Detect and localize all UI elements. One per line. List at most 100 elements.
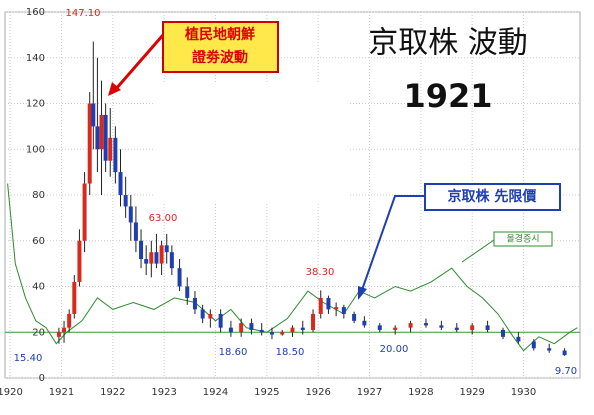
x-tick-label: 1930 [511,387,536,398]
candle-body [118,172,123,195]
candle-body [318,297,323,314]
candle-body [185,286,190,298]
candle-body [108,137,113,161]
x-tick-label: 1922 [100,387,125,398]
candle-body [423,323,428,326]
annotation: 18.60 [219,347,248,358]
y-tick-label: 60 [32,236,45,247]
candle-body [547,348,552,351]
candle-body [95,126,100,150]
x-tick-label: 1923 [151,387,176,398]
candle-body [77,240,82,282]
candle-body [228,327,233,333]
candle-body [56,332,61,337]
y-tick-label: 20 [32,327,45,338]
candle-body [169,252,174,269]
legend-pointer [461,239,495,263]
candle-body [113,137,118,173]
candle-body [269,332,274,335]
candle-body [177,268,182,287]
candle-body [139,240,144,260]
candle-body [470,325,475,330]
candle-body [311,313,316,330]
candle-body [123,195,128,207]
candle-body [259,329,264,333]
candle-body [485,325,490,330]
arrow [113,34,165,91]
candle-body [62,327,67,333]
y-tick-label: 100 [26,144,45,155]
candle-body [164,245,169,253]
y-tick-label: 160 [26,7,45,18]
candle-body [154,252,159,264]
candle-body [362,320,367,326]
candle-body [290,327,295,333]
candle-body [239,323,244,333]
candle-body [393,327,398,330]
candle-body [208,313,213,319]
arrowhead [108,82,121,96]
annotation: 9.70 [555,366,577,377]
candle-body [249,323,254,330]
x-tick-label: 1920 [0,387,23,398]
box-label: 證劵波動 [192,49,248,66]
candle-body [72,281,77,314]
candle-body [334,307,339,310]
candle-body [408,323,413,328]
candle-body [192,297,197,310]
legend-box [493,231,553,247]
arrow [361,195,425,291]
candle-body [516,336,521,342]
candle-body [500,329,505,337]
candle-body [144,259,149,264]
comparison-line [7,183,578,352]
candle-body [454,327,459,330]
candle-body [87,103,92,184]
candle-body [531,341,536,349]
candle-body [352,313,357,321]
blank-box [155,84,348,202]
candle-body [341,307,346,314]
x-tick-label: 1924 [203,387,228,398]
x-tick-label: 1927 [357,387,382,398]
chart-subtitle: 1921 [403,77,492,115]
x-tick-label: 1921 [49,387,74,398]
candle-body [300,327,305,330]
x-tick-label: 1925 [254,387,279,398]
annotation: 147.10 [66,8,101,19]
y-tick-label: 80 [32,190,45,201]
candle-body [91,103,96,127]
y-tick-label: 140 [26,53,45,64]
candle-body [99,114,104,150]
series-label: 京取株 先限價 [448,188,538,205]
candle-body [67,313,72,328]
candle-body [562,350,567,356]
annotation: 38.30 [306,267,335,278]
chart-title: 京取株 波動 [368,26,528,61]
x-tick-label: 1929 [459,387,484,398]
candle-body [103,114,108,161]
legend-label: 올경증시 [506,233,539,245]
candle-body [149,252,154,264]
annotation: 20.00 [380,344,409,355]
x-tick-label: 1928 [408,387,433,398]
candle-body [377,325,382,330]
y-tick-label: 0 [39,373,45,384]
candle-body [82,183,87,241]
x-tick-label: 1926 [305,387,330,398]
candle-body [439,325,444,328]
y-tick-label: 40 [32,282,45,293]
annotation: 18.50 [276,347,305,358]
candle-body [128,206,133,223]
candle-body [159,245,164,264]
arrowhead [358,286,367,300]
box-label: 植民地朝鮮 [184,26,255,43]
annotation: 15.40 [14,353,43,364]
candle-body [133,222,138,241]
candle-body [200,309,205,319]
y-tick-label: 120 [26,99,45,110]
candle-body [280,332,285,335]
candle-body [326,297,331,310]
annotation: 63.00 [149,213,178,224]
